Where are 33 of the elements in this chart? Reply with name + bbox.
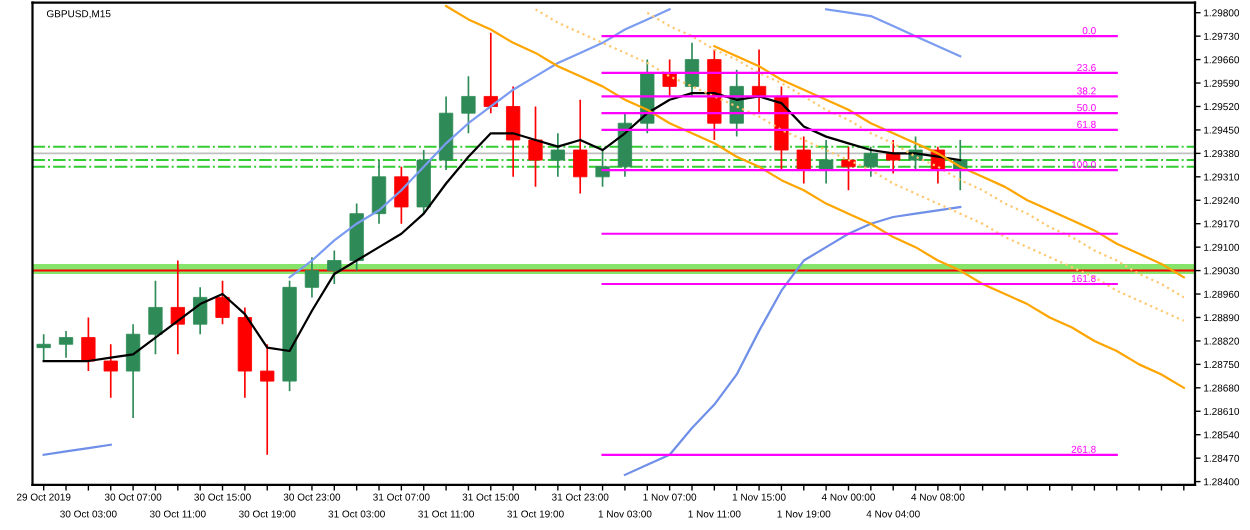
candlestick [841, 145, 856, 192]
candlestick [796, 135, 811, 185]
candlestick [371, 159, 387, 225]
candlestick [438, 95, 454, 171]
candlestick [148, 279, 163, 356]
candlestick [304, 256, 320, 299]
candlestick [327, 249, 342, 285]
candlestick [528, 105, 543, 188]
candlestick [349, 202, 364, 272]
candlestick [103, 343, 118, 399]
candlestick [819, 139, 834, 185]
line-series [444, 4, 1185, 389]
line-series [713, 45, 1185, 279]
candlestick [260, 343, 275, 456]
candlestick [662, 58, 677, 98]
candlestick [58, 330, 74, 359]
candlestick [483, 31, 498, 115]
candlestick [886, 139, 901, 175]
candlestick [394, 165, 409, 225]
candlestick [573, 98, 588, 195]
line-series [534, 8, 1185, 322]
candlestick [193, 286, 208, 336]
candlestick [550, 132, 565, 178]
candlestick [684, 42, 700, 98]
candlestick [416, 149, 431, 215]
line-series [646, 11, 1185, 299]
candlestick [215, 279, 230, 326]
candlestick [125, 323, 141, 419]
candlestick [81, 316, 96, 372]
candlestick [506, 85, 521, 178]
candlestick [36, 333, 51, 362]
candlestick [863, 145, 878, 178]
candlestick [461, 75, 476, 135]
